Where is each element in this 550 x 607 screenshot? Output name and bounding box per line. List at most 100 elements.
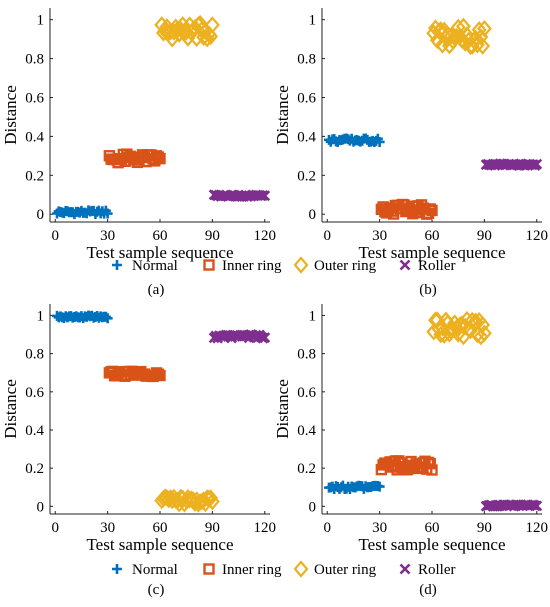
legend-label: Outer ring — [314, 258, 377, 274]
data-point — [204, 492, 220, 511]
legend-label: Outer ring — [314, 562, 377, 578]
data-point — [424, 203, 436, 215]
y-tick-label: 0.4 — [25, 423, 44, 439]
x-axis-label: Test sample sequence — [358, 243, 505, 262]
data-point — [469, 325, 485, 344]
y-axis-label: Distance — [1, 85, 20, 144]
chart-panel-a: 0 0.2 0.4 0.6 0.8 1 0 30 60 90 120 Test sample sequ… — [1, 8, 276, 298]
data-point — [461, 31, 477, 50]
x-axis-label: Test sample sequence — [86, 243, 233, 262]
series-outer-ring — [426, 17, 492, 55]
x-marker-icon — [399, 563, 411, 575]
data-point — [473, 328, 489, 346]
chart-panel-c: 0 0.2 0.4 0.6 0.8 1 0 30 60 90 120 Test sample sequ… — [1, 304, 276, 598]
data-point — [154, 152, 166, 165]
y-tick-label: 1 — [309, 13, 317, 29]
x-tick-label: 120 — [254, 520, 277, 536]
x-tick-label: 120 — [254, 228, 277, 244]
series-normal — [51, 205, 113, 220]
y-tick-label: 0.4 — [297, 423, 316, 439]
data-point — [426, 464, 438, 476]
x-tick-label: 60 — [153, 520, 168, 536]
y-tick-label: 0.6 — [25, 385, 44, 401]
data-point — [259, 190, 271, 202]
panel-label: (a) — [148, 282, 165, 298]
y-tick-label: 0 — [37, 499, 45, 515]
data-point — [374, 136, 385, 147]
data-point — [102, 208, 113, 219]
x-tick-label: 60 — [153, 228, 168, 244]
data-point — [471, 21, 487, 39]
data-point — [204, 16, 220, 34]
legend-label: Inner ring — [222, 258, 282, 274]
y-tick-label: 0 — [37, 207, 45, 223]
data-point — [476, 324, 492, 342]
data-point — [450, 18, 466, 37]
panel-label: (c) — [148, 582, 165, 598]
y-tick-label: 1 — [309, 308, 317, 324]
series-inner-ring — [103, 148, 166, 169]
data-point — [259, 332, 271, 343]
x-tick-label: 90 — [205, 228, 220, 244]
x-tick-label: 30 — [100, 520, 115, 536]
data-point — [475, 316, 491, 334]
data-point — [426, 204, 438, 217]
y-axis-label: Distance — [273, 379, 292, 438]
legend-item-roller: Roller — [399, 562, 456, 578]
legend-bottom: Normal Inner ring Outer ring Roller — [112, 560, 456, 578]
y-tick-label: 0.2 — [25, 168, 44, 184]
x-tick-label: 30 — [372, 228, 387, 244]
plus-marker-icon — [112, 564, 122, 574]
data-point — [436, 326, 452, 344]
legend-item-outer-ring: Outer ring — [293, 256, 377, 274]
x-tick-label: 60 — [425, 228, 440, 244]
x-tick-label: 30 — [372, 520, 387, 536]
y-tick-label: 0.2 — [25, 461, 44, 477]
legend-label: Inner ring — [222, 562, 282, 578]
data-point — [199, 29, 215, 48]
legend-label: Normal — [132, 562, 178, 578]
panel-label: (b) — [419, 282, 437, 298]
y-tick-label: 1 — [37, 13, 45, 29]
y-tick-label: 0.6 — [297, 90, 316, 106]
legend-label: Roller — [418, 562, 456, 578]
chart-panel-d: 0 0.2 0.4 0.6 0.8 1 0 30 60 90 120 Test sample sequ… — [273, 304, 548, 598]
series-inner-ring — [375, 198, 438, 220]
x-tick-label: 120 — [526, 228, 549, 244]
series-outer-ring — [426, 310, 492, 346]
x-tick-label: 90 — [205, 520, 220, 536]
data-point — [203, 27, 219, 46]
legend-top: Normal Inner ring Outer ring Roller — [112, 256, 456, 274]
y-tick-label: 0.8 — [25, 52, 44, 68]
series-inner-ring — [375, 455, 438, 476]
series-normal — [323, 480, 385, 495]
plus-marker-icon — [112, 260, 122, 270]
square-marker-icon — [203, 563, 215, 575]
x-axis-label: Test sample sequence — [86, 535, 233, 554]
x-tick-label: 0 — [51, 520, 59, 536]
series-outer-ring — [154, 488, 220, 513]
data-point — [100, 311, 111, 322]
y-tick-label: 0.4 — [297, 129, 316, 145]
y-tick-label: 0 — [309, 207, 317, 223]
data-point — [102, 313, 113, 324]
data-point — [152, 151, 164, 163]
y-tick-label: 0.8 — [297, 52, 316, 68]
legend-item-inner-ring: Inner ring — [203, 258, 282, 274]
y-tick-label: 0.4 — [25, 129, 44, 145]
x-tick-label: 30 — [100, 228, 115, 244]
x-tick-label: 90 — [477, 228, 492, 244]
y-tick-label: 0.6 — [297, 385, 316, 401]
y-axis-label: Distance — [1, 379, 20, 438]
x-tick-label: 0 — [51, 228, 59, 244]
data-point — [476, 19, 492, 38]
series-outer-ring — [154, 14, 220, 48]
x-tick-label: 60 — [425, 520, 440, 536]
x-tick-label: 0 — [323, 228, 331, 244]
y-tick-label: 0.2 — [297, 461, 316, 477]
legend-item-normal: Normal — [112, 562, 178, 578]
series-roller — [208, 329, 271, 344]
series-roller — [208, 189, 271, 203]
y-tick-label: 0 — [309, 499, 317, 515]
